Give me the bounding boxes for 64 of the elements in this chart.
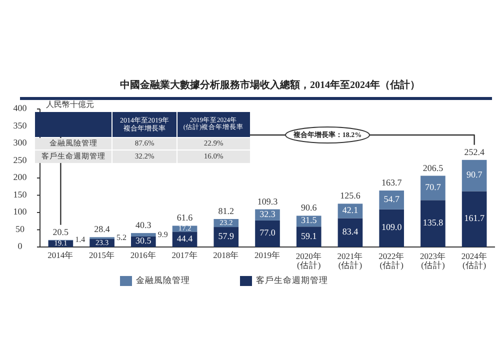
y-tick-label: 400 xyxy=(13,103,28,114)
data-label: 5.2 xyxy=(116,232,126,242)
data-label: 109.0 xyxy=(381,222,402,232)
bar xyxy=(131,233,156,236)
data-label: 161.7 xyxy=(464,213,485,224)
x-tick-label: 2021年 (估計) xyxy=(337,250,364,270)
data-label: 59.1 xyxy=(300,230,317,241)
x-tick-label: 2023年 (估計) xyxy=(420,250,446,270)
total-label: 109.3 xyxy=(257,196,278,206)
total-label: 40.3 xyxy=(136,220,152,230)
total-label: 81.2 xyxy=(218,206,234,216)
bar xyxy=(462,191,487,247)
total-label: 61.6 xyxy=(176,212,194,223)
y-tick-label: 350 xyxy=(13,120,28,130)
x-tick-label: 2022年 (估計) xyxy=(378,250,405,270)
total-label: 125.6 xyxy=(340,190,361,201)
x-tick-label: 2016年 xyxy=(130,250,156,260)
bar xyxy=(462,160,487,192)
y-tick-label: 300 xyxy=(13,138,28,148)
data-label: 30.5 xyxy=(136,236,152,246)
data-label: 9.9 xyxy=(158,230,168,239)
bar xyxy=(379,190,404,210)
data-label: 31.5 xyxy=(300,215,318,226)
total-label: 20.5 xyxy=(52,226,70,237)
total-label: 252.4 xyxy=(464,146,485,157)
y-tick-label: 150 xyxy=(13,189,28,200)
data-label: 83.4 xyxy=(342,226,359,237)
y-axis-title: 人民幣十億元 xyxy=(46,100,94,109)
bar xyxy=(255,220,280,247)
bar xyxy=(214,227,239,247)
total-label: 90.6 xyxy=(300,202,318,213)
total-label: 206.5 xyxy=(422,162,444,173)
data-label: 1.4 xyxy=(75,234,86,244)
data-label: 70.7 xyxy=(425,182,442,192)
bar xyxy=(338,218,363,247)
x-tick-label: 2020年 (估計) xyxy=(296,250,322,270)
y-tick-label: 50 xyxy=(16,224,25,234)
data-label: 77.0 xyxy=(260,228,276,238)
x-tick-label: 2018年 xyxy=(213,250,240,260)
x-tick-label: 2024年 (估計) xyxy=(461,250,488,270)
y-tick-label: 250 xyxy=(13,154,28,165)
y-tick-label: 100 xyxy=(13,206,28,217)
data-label: 32.3 xyxy=(260,208,276,219)
data-label: 135.8 xyxy=(422,218,444,228)
legend-label: 金融風險管理 xyxy=(136,274,190,285)
data-label: 54.7 xyxy=(384,194,400,204)
bar xyxy=(296,226,322,247)
x-tick-label: 2014年 xyxy=(48,250,74,260)
data-label: 57.9 xyxy=(218,231,235,242)
bar xyxy=(420,176,446,200)
y-tick-label: 0 xyxy=(18,241,23,252)
legend-label: 客戶生命週期管理 xyxy=(256,274,328,285)
bar xyxy=(379,209,404,247)
total-label: 163.7 xyxy=(381,178,402,188)
x-tick-label: 2015年 xyxy=(89,250,116,260)
data-label: 42.1 xyxy=(342,205,358,216)
x-tick-label: 2019年 xyxy=(254,250,280,260)
data-label: 44.4 xyxy=(176,233,194,244)
chart-title: 中國金融業大數據分析服務市場收入總額，2014年至2024年（估計） xyxy=(120,79,420,92)
x-tick-label: 2017年 xyxy=(172,250,198,260)
data-label: 90.7 xyxy=(466,170,483,180)
total-label: 28.4 xyxy=(94,224,110,234)
bar xyxy=(420,200,446,247)
y-tick-label: 200 xyxy=(13,172,28,182)
